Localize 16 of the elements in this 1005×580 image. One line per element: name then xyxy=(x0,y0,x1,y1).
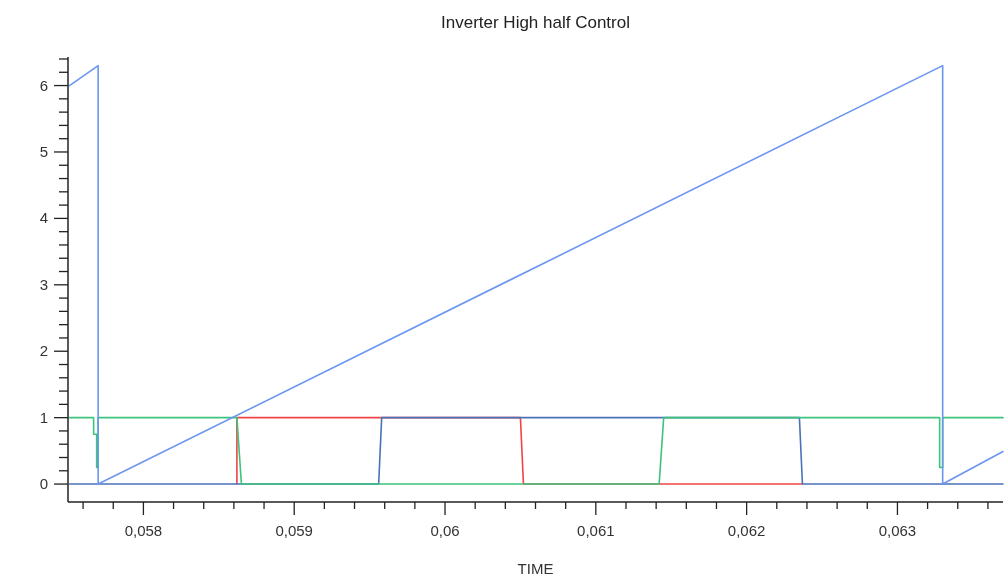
x-tick-label: 0,06 xyxy=(430,522,460,539)
line-series xyxy=(68,64,1004,485)
y-tick-label: 5 xyxy=(39,142,48,160)
y-tick-label: 3 xyxy=(39,275,48,293)
x-tick-label: 0,063 xyxy=(878,522,917,539)
x-tick-label: 0,061 xyxy=(577,522,615,539)
x-tick-label: 0,059 xyxy=(275,522,313,539)
y-tick-label: 6 xyxy=(39,76,48,94)
y-tick-label: 1 xyxy=(39,408,48,426)
chart-title: Inverter High half Control xyxy=(441,13,630,32)
y-tick-label: 4 xyxy=(39,209,48,227)
x-tick-label: 0,062 xyxy=(727,522,766,539)
y-tick-label: 0 xyxy=(39,475,48,493)
y-tick-label: 2 xyxy=(39,342,48,360)
x-tick-label: 0,058 xyxy=(124,522,163,539)
x-axis-title: TIME xyxy=(517,560,554,577)
